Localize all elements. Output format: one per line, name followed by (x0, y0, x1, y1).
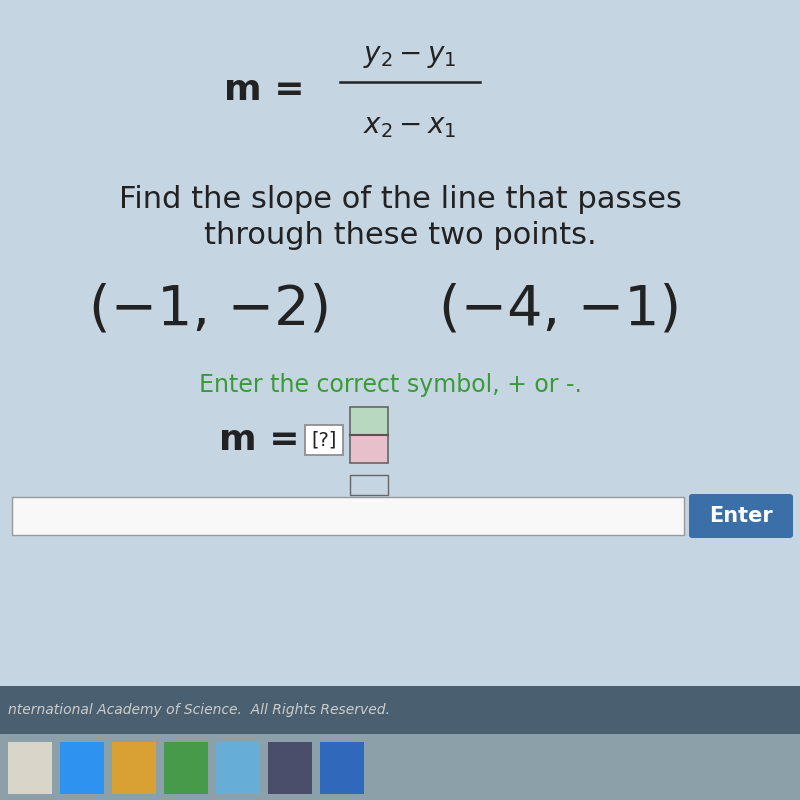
Text: Enter the correct symbol, + or -.: Enter the correct symbol, + or -. (198, 373, 582, 397)
Text: m =: m = (219, 423, 300, 457)
FancyBboxPatch shape (8, 742, 52, 794)
FancyBboxPatch shape (320, 742, 364, 794)
Text: through these two points.: through these two points. (204, 221, 596, 250)
Text: (−1, −2): (−1, −2) (89, 283, 331, 337)
FancyBboxPatch shape (216, 742, 260, 794)
FancyBboxPatch shape (305, 425, 343, 455)
Text: $y_2-y_1$: $y_2-y_1$ (363, 42, 457, 70)
FancyBboxPatch shape (164, 742, 208, 794)
FancyBboxPatch shape (112, 742, 156, 794)
Text: m =: m = (224, 73, 305, 107)
Text: $x_2-x_1$: $x_2-x_1$ (363, 112, 457, 140)
FancyBboxPatch shape (689, 494, 793, 538)
FancyBboxPatch shape (60, 742, 104, 794)
FancyBboxPatch shape (0, 734, 800, 800)
FancyBboxPatch shape (12, 497, 684, 535)
Text: (−4, −1): (−4, −1) (439, 283, 681, 337)
FancyBboxPatch shape (350, 407, 388, 435)
FancyBboxPatch shape (268, 742, 312, 794)
FancyBboxPatch shape (350, 435, 388, 463)
Text: [?]: [?] (311, 430, 337, 450)
Text: Find the slope of the line that passes: Find the slope of the line that passes (118, 186, 682, 214)
FancyBboxPatch shape (0, 686, 800, 734)
Text: Enter: Enter (709, 506, 773, 526)
Text: nternational Academy of Science.  All Rights Reserved.: nternational Academy of Science. All Rig… (8, 703, 390, 717)
FancyBboxPatch shape (350, 475, 388, 495)
